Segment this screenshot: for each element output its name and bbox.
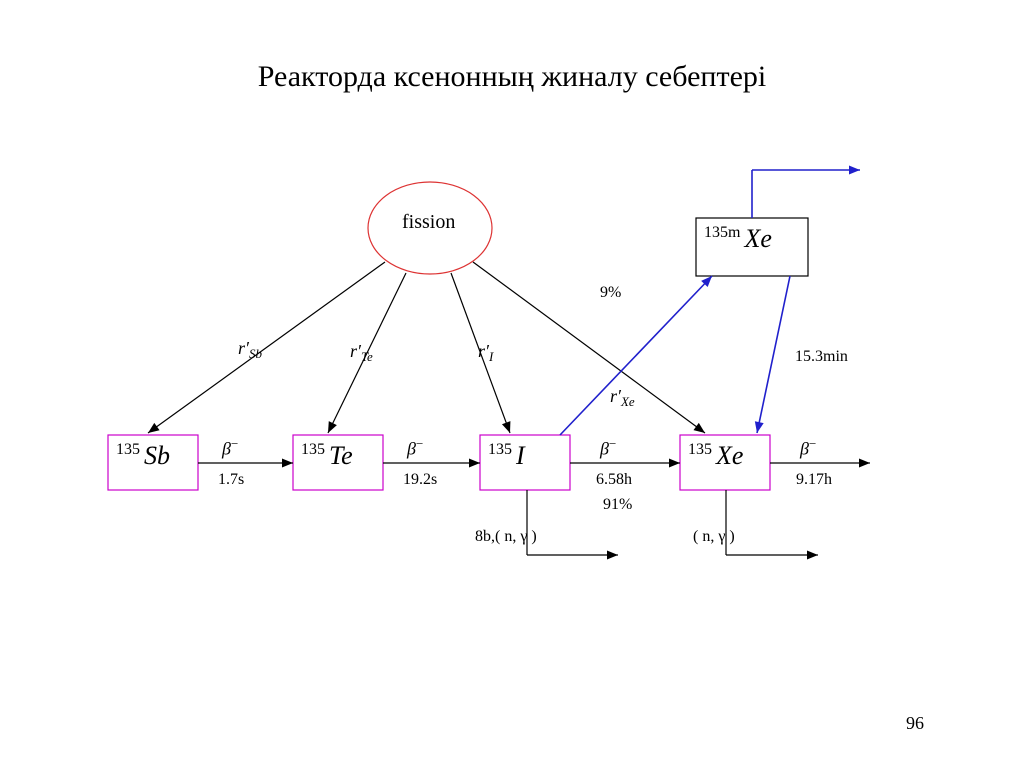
isotope-sb-label: 135Sb xyxy=(116,441,170,471)
nine-percent-label: 9% xyxy=(600,284,621,302)
decay-bot-2: 6.58h xyxy=(596,471,632,489)
fission-arrow-label-1: r′Te xyxy=(350,341,373,365)
fission-arrow-label-2: r′I xyxy=(478,341,493,365)
decay-top-0: β− xyxy=(222,436,238,459)
decay-top-1: β− xyxy=(407,436,423,459)
diagram-canvas xyxy=(0,0,1024,767)
decay-top-3: β− xyxy=(800,436,816,459)
xem-halflife-label: 15.3min xyxy=(795,348,848,366)
fission-arrow-label-0: r′Sb xyxy=(238,338,262,362)
decay-top-2: β− xyxy=(600,436,616,459)
page-root: Реакторда ксенонның жиналу себептері fis… xyxy=(0,0,1024,767)
capture-label-0: 8b,( n, γ ) xyxy=(475,528,537,546)
isotope-xem-label: 135mXe xyxy=(704,224,772,254)
isotope-te-label: 135Te xyxy=(301,441,353,471)
decay-bot-1: 19.2s xyxy=(403,471,437,489)
ninetyone-percent-label: 91% xyxy=(603,496,632,514)
fission-arrow-label-3: r′Xe xyxy=(610,386,635,410)
page-number: 96 xyxy=(906,713,924,734)
decay-bot-0: 1.7s xyxy=(218,471,244,489)
decay-bot-3: 9.17h xyxy=(796,471,832,489)
isotope-i-label: 135I xyxy=(488,441,525,471)
capture-label-1: ( n, γ ) xyxy=(693,528,735,546)
fission-label: fission xyxy=(402,211,455,234)
isotope-xe-label: 135Xe xyxy=(688,441,743,471)
